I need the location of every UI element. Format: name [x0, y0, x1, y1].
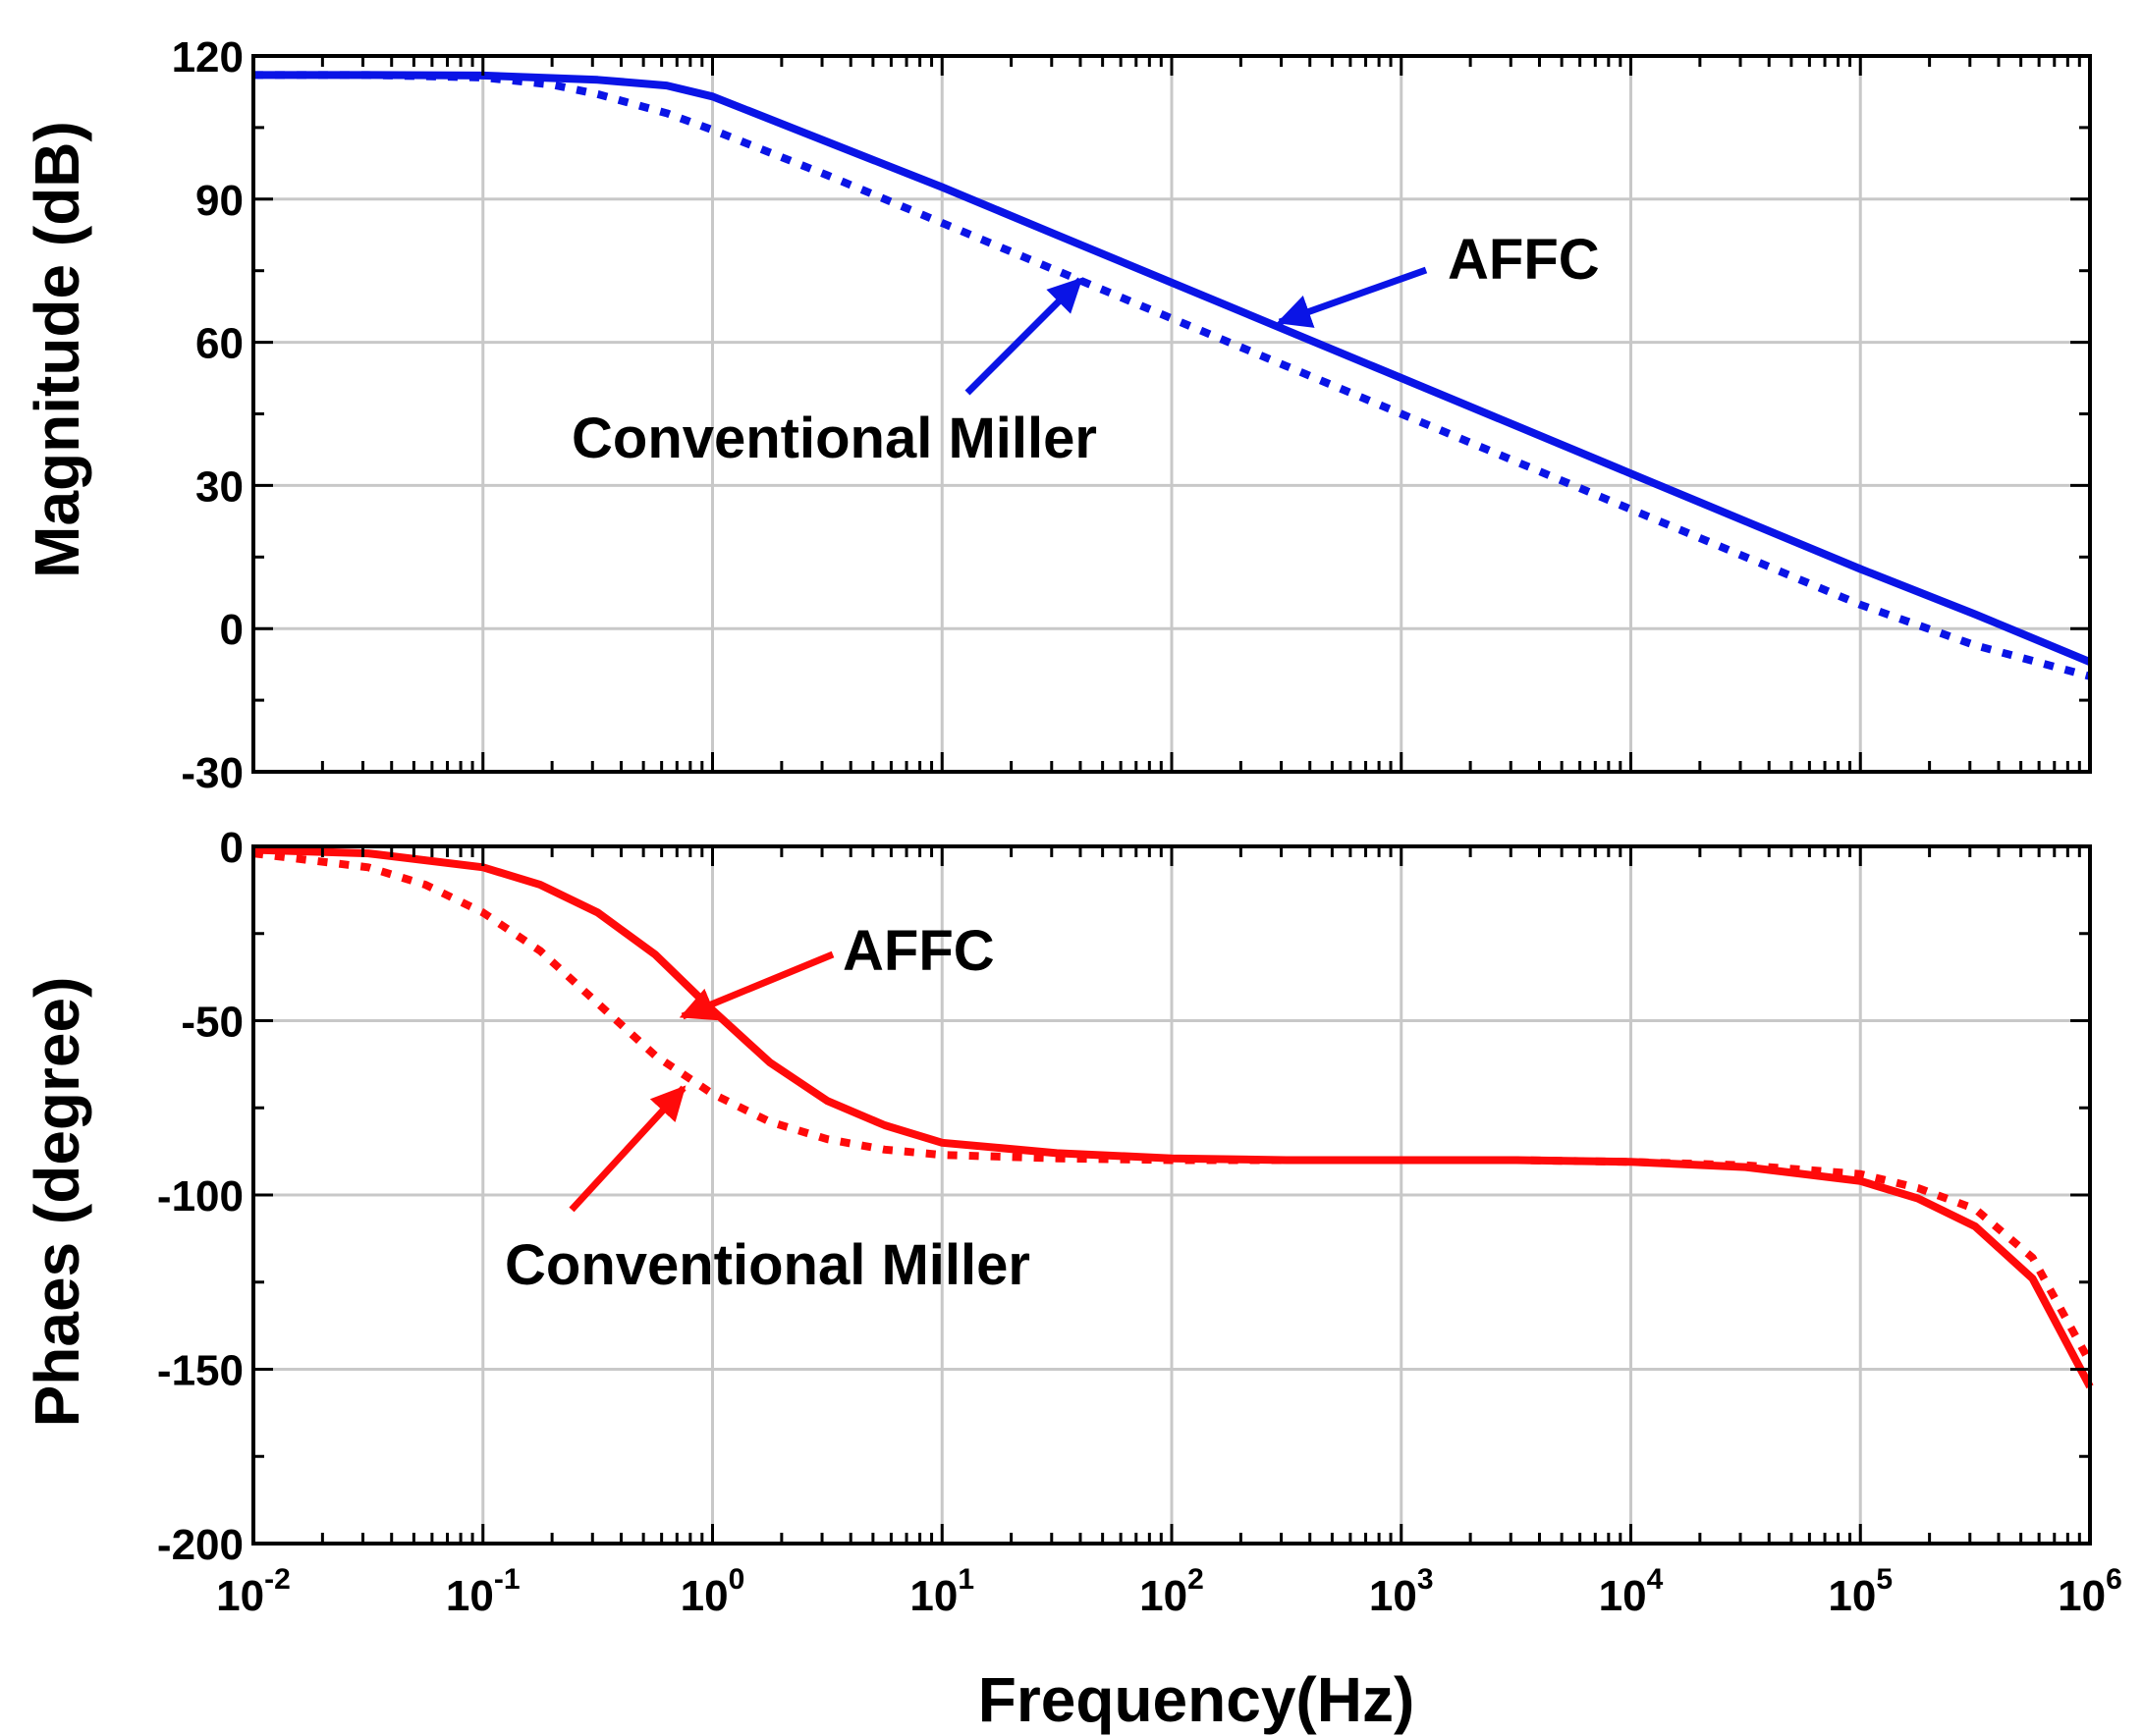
phase-miller-arrow: [569, 1085, 687, 1213]
series-affc: [252, 845, 2094, 1389]
phase-miller-label: Conventional Miller: [505, 1233, 1030, 1297]
magnitude-miller-arrow: [964, 277, 1083, 396]
y-tick-label: 90: [195, 177, 244, 225]
series-conventional-miller: [252, 849, 2094, 1365]
phase-affc-label: AFFC: [843, 919, 995, 983]
x-tick-label: 100: [681, 1563, 745, 1620]
y-tick-label: 30: [195, 462, 244, 511]
x-tick-label: 105: [1828, 1563, 1893, 1620]
phase-plot-frame: [251, 844, 2092, 1546]
phase-y-axis-title: Phaes (degree): [22, 977, 92, 1428]
magnitude-miller-label: Conventional Miller: [572, 407, 1097, 470]
x-tick-label: 106: [2058, 1563, 2122, 1620]
phase-panel: -200 -150 -100 -50 0 10-2 10-1 100 101 102 103 104…: [22, 824, 2122, 1735]
x-tick-labels: 10-2 10-1 100 101 102 103 104 105 106: [216, 1563, 2122, 1620]
x-tick-label: 104: [1599, 1563, 1664, 1620]
x-tick-label: 10-2: [216, 1563, 291, 1620]
y-tick-label: -30: [181, 749, 244, 797]
y-tick-label: 120: [172, 33, 244, 81]
series-affc: [253, 71, 2092, 666]
phase-series: [252, 845, 2094, 1389]
y-tick-label: -100: [157, 1172, 244, 1221]
magnitude-affc-label: AFFC: [1448, 228, 1600, 292]
magnitude-y-tick-labels: -30 0 30 60 90 120: [172, 33, 244, 797]
x-tick-label: 101: [909, 1563, 974, 1620]
x-axis-title: Frequency(Hz): [978, 1664, 1415, 1735]
magnitude-series: [253, 71, 2092, 680]
phase-affc-arrow: [679, 950, 835, 1021]
x-tick-label: 103: [1369, 1563, 1434, 1620]
magnitude-plot-frame: [251, 54, 2092, 774]
y-tick-label: 60: [195, 320, 244, 368]
series-conventional-miller: [253, 71, 2092, 680]
magnitude-grid: [253, 56, 2090, 772]
magnitude-affc-arrow: [1276, 266, 1428, 328]
phase-y-tick-labels: -200 -150 -100 -50 0: [157, 824, 244, 1569]
y-tick-label: -150: [157, 1347, 244, 1395]
x-tick-label: 102: [1139, 1563, 1204, 1620]
magnitude-y-axis-title: Magnitude (dB): [22, 121, 92, 578]
x-tick-label: 10-1: [446, 1563, 521, 1620]
y-tick-label: -200: [157, 1521, 244, 1569]
y-tick-label: 0: [220, 824, 244, 872]
y-tick-label: 0: [220, 606, 244, 654]
y-tick-label: -50: [181, 999, 244, 1047]
magnitude-panel: -30 0 30 60 90 120 Magnitude (dB) AFFC Conven…: [22, 33, 2092, 797]
phase-grid: [253, 846, 2090, 1544]
